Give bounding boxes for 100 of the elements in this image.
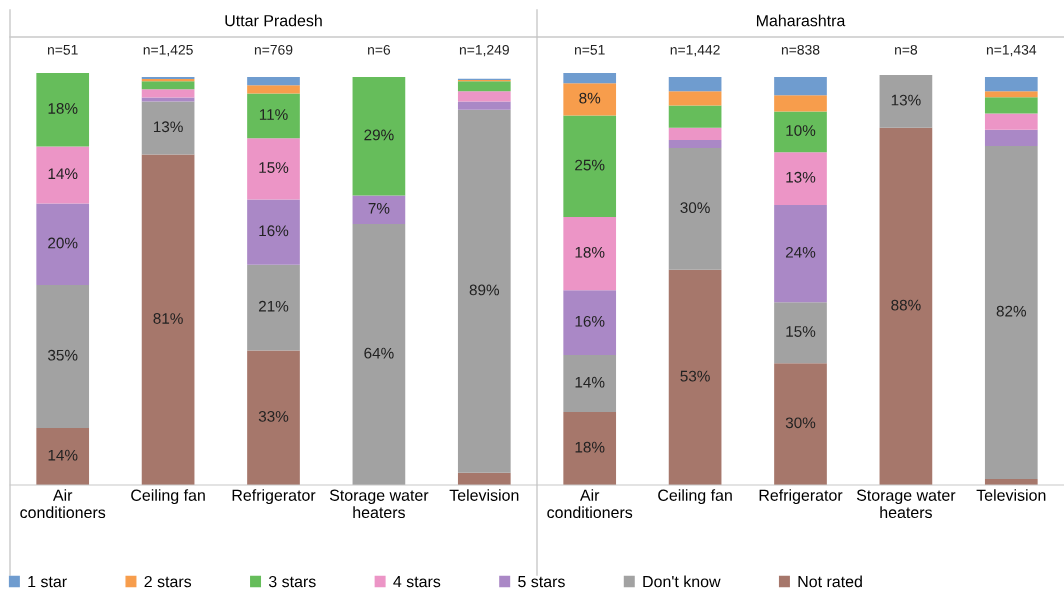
bar [457, 472, 511, 485]
data-label: 13% [891, 94, 921, 106]
text: n=769 [254, 44, 293, 55]
bar [984, 97, 1038, 114]
legend-label: Don't know [643, 575, 721, 588]
text: n=1,425 [143, 44, 193, 57]
bar [352, 77, 406, 196]
bar [984, 113, 1038, 130]
x-tick-label: Air conditioners [547, 489, 633, 519]
legend-label: 1 star [28, 576, 67, 588]
data-label: 53% [680, 370, 710, 382]
data-label: 16% [575, 315, 605, 327]
bar [141, 89, 195, 98]
bar [774, 363, 827, 485]
bar [352, 223, 406, 485]
bar [668, 105, 722, 128]
data-label: 89% [469, 284, 500, 296]
text: n=1,249 [459, 44, 509, 57]
x-tick-label: Ceiling fan [658, 489, 732, 505]
bar [563, 73, 617, 84]
x-tick-label: Television [449, 489, 519, 501]
x-tick-label: Refrigerator [759, 489, 843, 505]
bar [457, 101, 511, 110]
text: n=8 [895, 44, 918, 55]
bar [141, 154, 195, 485]
data-label: 20% [48, 237, 78, 249]
bar [984, 77, 1038, 92]
bar [247, 77, 300, 86]
data-label: 21% [258, 300, 289, 312]
data-label: 30% [680, 202, 710, 214]
bar [879, 127, 933, 485]
bar [563, 411, 617, 485]
data-label: 13% [153, 121, 183, 133]
bar [457, 109, 511, 473]
data-label: 13% [786, 171, 816, 183]
bar [247, 199, 300, 265]
data-label: 81% [153, 313, 183, 324]
data-label: 25% [575, 159, 605, 171]
bar [774, 204, 827, 303]
data-label: 15% [259, 162, 289, 173]
data-label: 15% [786, 326, 816, 337]
bar [36, 427, 90, 485]
bar [984, 129, 1038, 147]
chart-title: Maharashtra [756, 14, 846, 27]
bar [36, 203, 90, 286]
data-label: 18% [575, 246, 605, 258]
text: n=1,434 [986, 44, 1037, 57]
data-label: 14% [48, 449, 78, 461]
bar [984, 146, 1038, 479]
bar [984, 91, 1038, 98]
bar [563, 355, 617, 412]
bar [36, 146, 90, 204]
data-label: 64% [364, 347, 394, 359]
data-label: 14% [575, 376, 605, 388]
x-tick-label: Refrigerator [232, 489, 316, 505]
data-label: 82% [996, 305, 1027, 317]
legend-label: 2 stars [144, 575, 192, 588]
bar [774, 111, 827, 153]
data-label: 10% [786, 125, 816, 136]
x-tick-label: Television [976, 489, 1046, 501]
bar [36, 285, 90, 428]
legend-label: 5 stars [518, 576, 565, 588]
chart-title: Uttar Pradesh [225, 14, 322, 27]
bar [668, 139, 722, 149]
x-tick-label: Storage water heaters [329, 489, 429, 519]
bar [352, 195, 406, 224]
bar [563, 217, 617, 291]
data-label: 18% [575, 441, 605, 453]
bar [563, 83, 617, 116]
x-tick-label: Ceiling fan [131, 489, 205, 505]
bar [563, 115, 617, 218]
bar [457, 81, 511, 92]
bar [247, 138, 300, 200]
bar [141, 81, 195, 90]
legend-label: 3 stars [268, 575, 316, 588]
data-label: 16% [259, 225, 289, 237]
x-tick-label: Storage water heaters [856, 489, 956, 519]
bar [879, 75, 933, 128]
bar [774, 302, 827, 364]
bar [36, 73, 90, 147]
bar [563, 290, 617, 356]
bar [247, 85, 300, 94]
data-label: 24% [785, 246, 816, 258]
bar [247, 93, 300, 139]
data-label: 35% [47, 349, 78, 361]
bar [141, 101, 195, 155]
data-label: 8% [579, 92, 601, 104]
data-label: 7% [368, 203, 390, 214]
bar [247, 350, 300, 485]
data-label: 18% [48, 103, 78, 114]
data-label: 29% [364, 129, 394, 141]
legend-label: Not rated [798, 575, 862, 588]
bar [668, 127, 722, 140]
bar [668, 148, 722, 270]
bar [141, 97, 195, 102]
bar [668, 91, 722, 106]
legend-label: 4 stars [393, 576, 441, 588]
bar [774, 152, 827, 205]
bar [668, 77, 722, 92]
data-label: 33% [258, 410, 289, 422]
